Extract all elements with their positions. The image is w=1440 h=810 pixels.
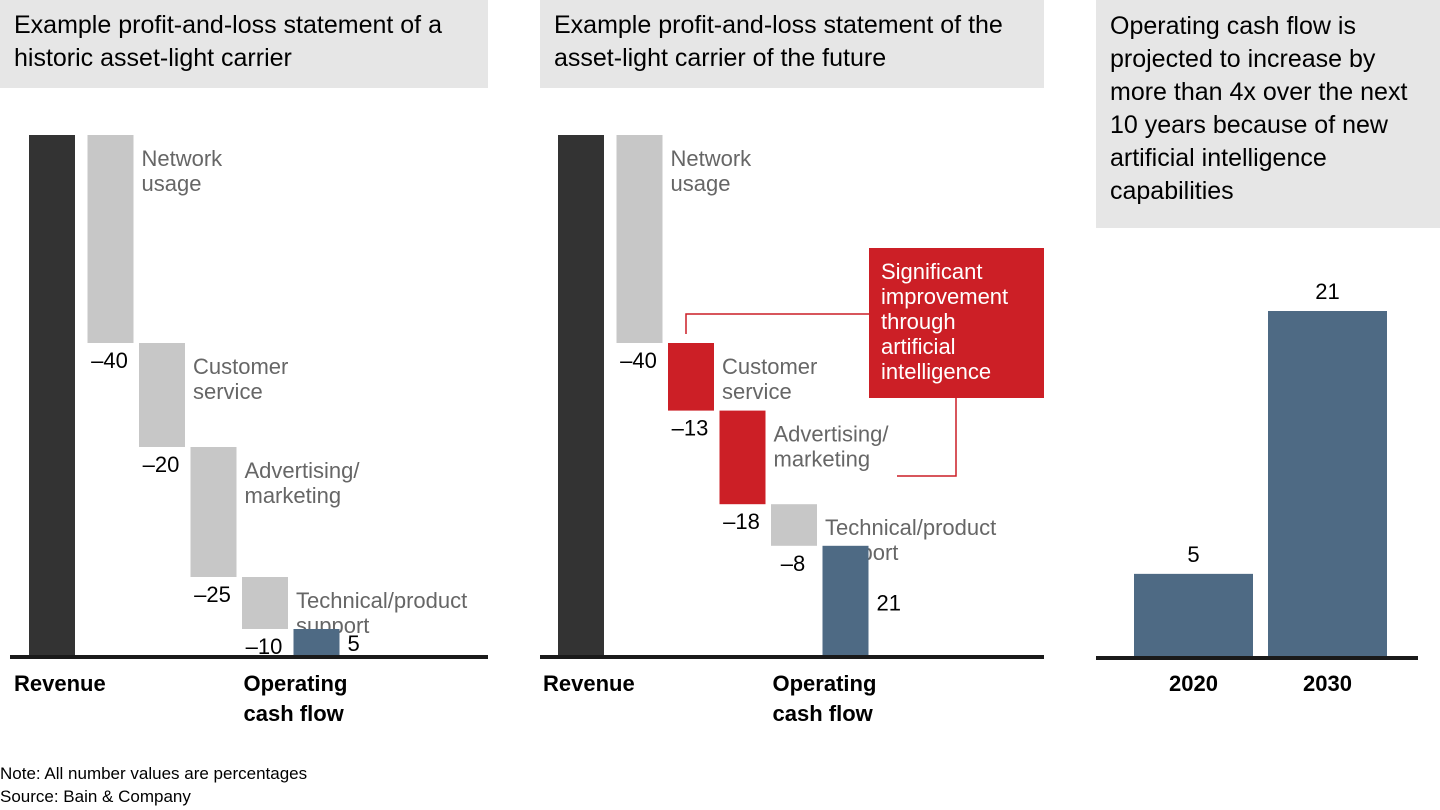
step-category-label: Network usage — [671, 146, 753, 196]
year-bar-value-label: 5 — [1187, 542, 1199, 567]
step-category-label: Customer service — [722, 354, 817, 404]
ai-callout-box — [869, 248, 1044, 398]
step-value-label: –10 — [246, 634, 283, 659]
year-tick-label: 2030 — [1303, 671, 1352, 696]
cash-flow-value-label: 5 — [348, 631, 360, 656]
cash-flow-label: Operating cash flow — [773, 671, 877, 726]
step-bar — [242, 577, 288, 629]
step-bar — [771, 504, 817, 546]
step-category-label: Customer service — [193, 354, 288, 404]
step-value-label: –8 — [781, 551, 805, 576]
step-bar — [190, 447, 237, 577]
panel-middle-title: Example profit-and-loss statement of the… — [540, 0, 1044, 88]
source-note: Source: Bain & Company — [0, 787, 191, 806]
year-tick-label: 2020 — [1169, 671, 1218, 696]
step-value-label: –13 — [672, 416, 709, 441]
step-bar — [668, 343, 714, 411]
step-value-label: –25 — [194, 582, 231, 607]
cash-flow-bar — [293, 629, 340, 655]
year-bar — [1268, 311, 1387, 656]
cash-flow-label: Operating cash flow — [244, 671, 348, 726]
panel-left-title: Example profit-and-loss statement of a h… — [0, 0, 488, 88]
step-value-label: –40 — [91, 348, 128, 373]
cash-flow-bar — [822, 545, 869, 655]
step-bar — [719, 410, 766, 505]
panel-right-title: Operating cash flow is projected to incr… — [1096, 0, 1440, 228]
footnote: Note: All number values are percentages — [0, 764, 308, 783]
cash-flow-value-label: 21 — [877, 590, 901, 615]
step-value-label: –18 — [723, 509, 760, 534]
step-bar — [87, 135, 134, 343]
step-category-label: Network usage — [142, 146, 224, 196]
step-category-label: Advertising/marketing — [774, 422, 890, 472]
step-bar — [139, 343, 185, 447]
revenue-label: Revenue — [14, 671, 106, 696]
callout-connector-advertising — [897, 398, 957, 477]
revenue-bar — [558, 135, 604, 655]
ai-callout-text: Significant improvement through artificial i… — [881, 259, 1008, 384]
step-value-label: –20 — [143, 452, 180, 477]
step-category-label: Advertising/marketing — [245, 458, 361, 508]
year-bar — [1134, 573, 1253, 656]
year-bar-value-label: 21 — [1315, 279, 1339, 304]
step-bar — [616, 135, 663, 343]
revenue-bar — [29, 135, 75, 655]
callout-connector-customer-service — [685, 313, 869, 334]
revenue-label: Revenue — [543, 671, 635, 696]
step-value-label: –40 — [620, 348, 657, 373]
